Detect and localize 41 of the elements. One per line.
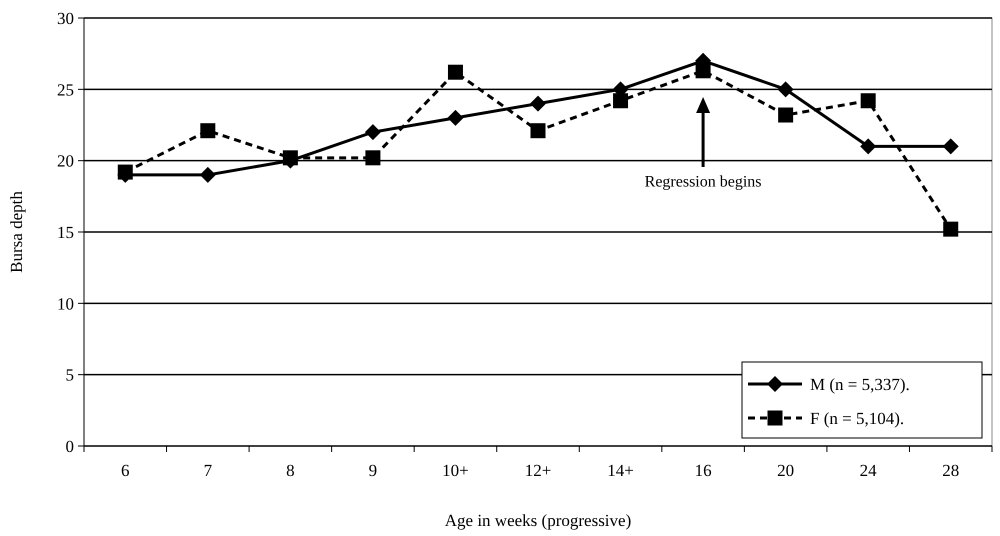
legend-label: F (n = 5,104). xyxy=(810,408,904,428)
x-tick-label: 12+ xyxy=(524,461,552,480)
annotation: Regression begins xyxy=(644,174,762,191)
y-tick-label: 5 xyxy=(66,366,74,385)
x-tick-label: 9 xyxy=(368,461,378,480)
y-tick-label: 20 xyxy=(57,152,74,171)
y-tick-label: 30 xyxy=(57,8,74,28)
y-tick-label: 25 xyxy=(57,80,74,100)
point xyxy=(943,222,958,237)
point xyxy=(447,110,464,126)
x-tick-label: 28 xyxy=(942,461,960,480)
y-tick-label: 10 xyxy=(57,294,74,314)
x-tick-label: 10+ xyxy=(442,461,469,480)
x-tick-label: 6 xyxy=(121,461,130,480)
point xyxy=(200,123,216,138)
point xyxy=(860,93,876,108)
y-tick-label: 15 xyxy=(57,222,74,242)
point xyxy=(696,63,711,78)
x-tick-label: 24 xyxy=(860,461,878,480)
point xyxy=(942,138,959,154)
point xyxy=(530,123,546,138)
x-tick-label: 14+ xyxy=(607,461,634,480)
x-tick-label: 8 xyxy=(286,461,295,480)
x-tick-label: 16 xyxy=(694,461,712,480)
x-axis-title: Age in weeks (progressive) xyxy=(444,511,632,530)
x-tick-label: 20 xyxy=(777,461,794,480)
point xyxy=(778,108,794,123)
y-axis-title: Bursa depth xyxy=(7,190,26,273)
point xyxy=(364,124,381,140)
y-tick-label: 0 xyxy=(66,436,74,456)
point xyxy=(530,96,546,112)
point xyxy=(778,81,794,98)
point xyxy=(365,150,380,166)
point xyxy=(282,150,298,166)
point xyxy=(860,138,876,154)
point xyxy=(118,164,133,180)
legend-label: M (n = 5,337). xyxy=(810,374,910,394)
point xyxy=(200,166,216,183)
x-tick-label: 7 xyxy=(204,461,213,480)
point xyxy=(448,64,463,80)
point xyxy=(613,93,628,108)
